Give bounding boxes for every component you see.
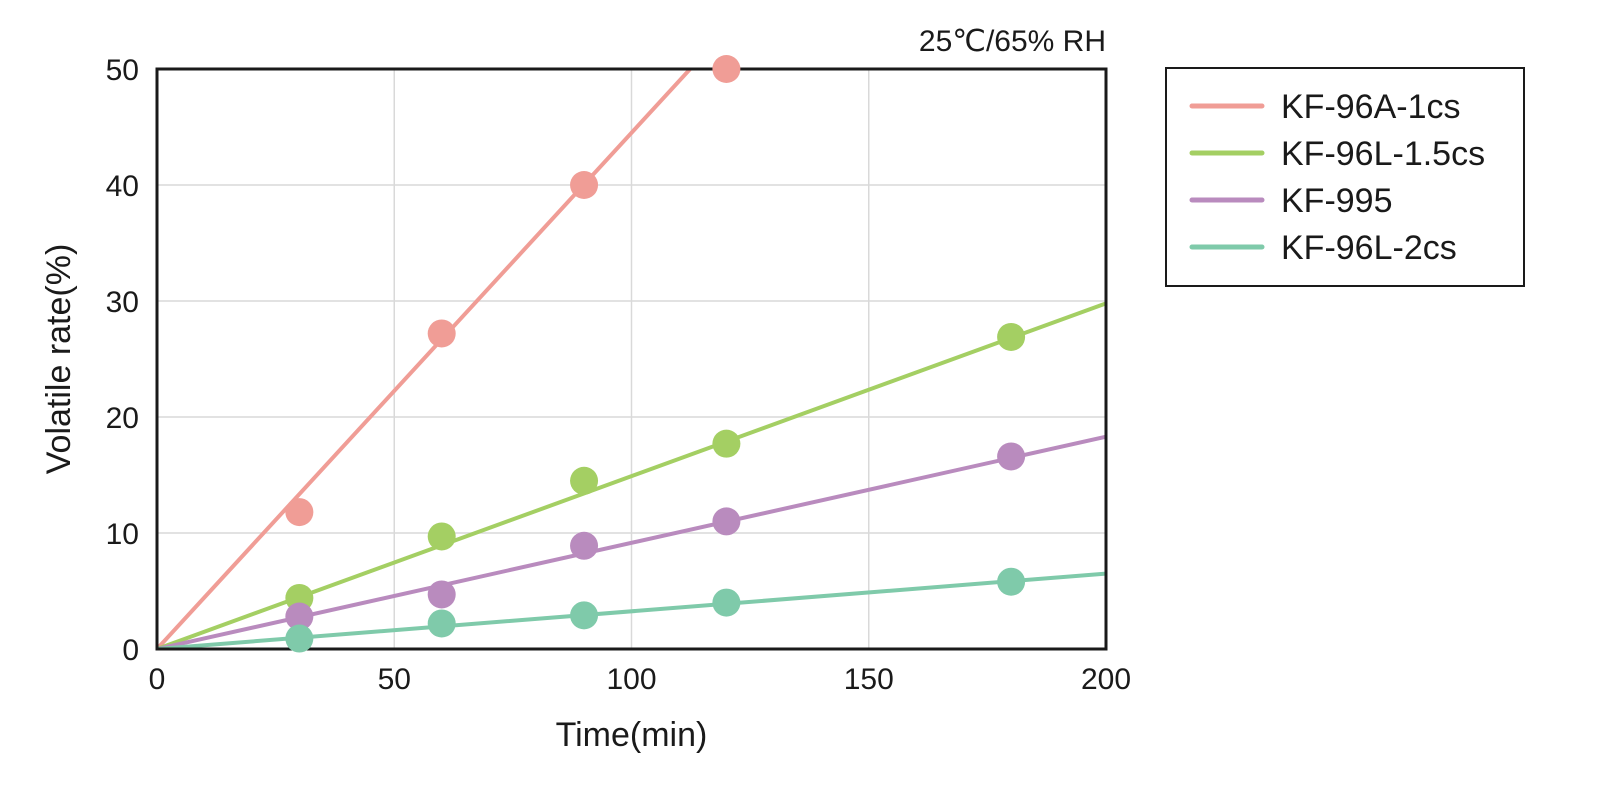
trend-line-3	[157, 434, 1106, 649]
data-point-4	[712, 588, 741, 617]
condition-annotation: 25℃/65% RH	[919, 25, 1106, 58]
data-point-4	[427, 609, 456, 638]
data-point-2	[427, 522, 456, 551]
series-points	[285, 55, 1026, 653]
plot-series	[157, 69, 1106, 649]
data-point-2	[997, 322, 1026, 351]
data-point-1	[570, 171, 599, 199]
grid	[157, 69, 1106, 649]
y-axis-title: Volatile rate(%)	[40, 244, 78, 475]
legend-label-4: KF-96L-2cs	[1281, 229, 1457, 267]
data-point-4	[997, 567, 1026, 596]
x-axis-title: Time(min)	[556, 716, 708, 754]
legend-label-1: KF-96A-1cs	[1281, 88, 1461, 126]
y-tick-label: 10	[106, 518, 139, 551]
trend-line-1	[157, 69, 693, 649]
x-tick-label: 0	[149, 663, 166, 696]
data-point-2	[570, 466, 599, 495]
data-point-2	[712, 429, 741, 458]
y-tick-label: 40	[106, 170, 139, 203]
plot-frame	[155, 67, 1108, 651]
data-point-1	[712, 55, 741, 83]
data-point-4	[285, 624, 314, 653]
tick-labels: 0 50 100 150 200 0 10 20 30 40 50	[106, 54, 1131, 696]
x-tick-label: 200	[1081, 663, 1131, 696]
x-tick-label: 100	[606, 663, 656, 696]
data-point-3	[712, 507, 741, 536]
x-tick-label: 150	[844, 663, 894, 696]
y-tick-label: 50	[106, 54, 139, 87]
y-tick-label: 20	[106, 402, 139, 435]
data-point-3	[997, 442, 1026, 471]
data-point-3	[285, 602, 314, 631]
data-point-3	[427, 580, 456, 609]
data-point-1	[427, 319, 456, 348]
y-tick-label: 30	[106, 286, 139, 319]
legend: KF-96A-1cs KF-96L-1.5cs KF-995 KF-96L-2cs	[1165, 67, 1525, 287]
x-tick-label: 50	[378, 663, 411, 696]
data-point-4	[570, 601, 599, 630]
data-point-1	[285, 498, 314, 527]
legend-label-2: KF-96L-1.5cs	[1281, 135, 1485, 173]
data-point-3	[570, 531, 599, 560]
trend-line-4	[157, 571, 1106, 649]
legend-label-3: KF-995	[1281, 182, 1393, 220]
trend-line-2	[157, 301, 1106, 649]
y-tick-label: 0	[122, 634, 139, 667]
